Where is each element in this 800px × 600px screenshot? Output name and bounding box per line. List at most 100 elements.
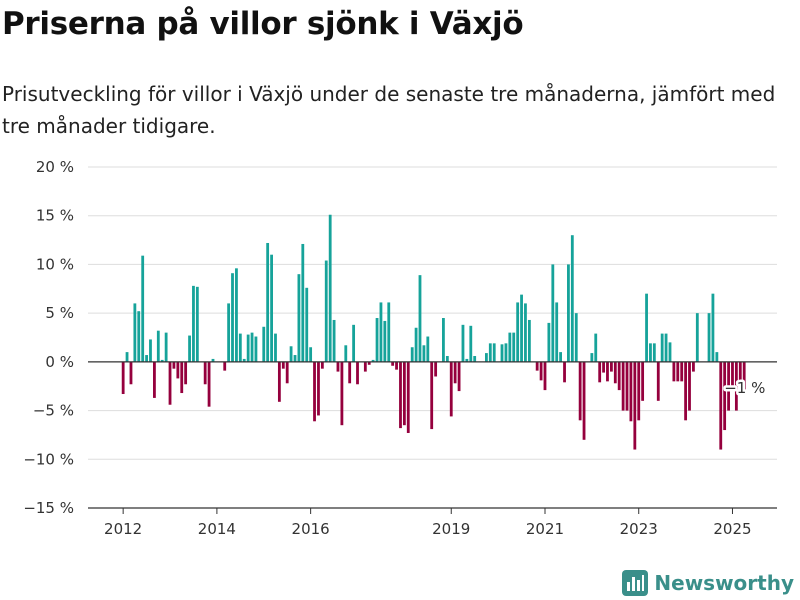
bar <box>340 361 344 426</box>
bar <box>297 274 301 362</box>
bar <box>180 361 184 394</box>
bar <box>606 361 609 382</box>
bar <box>453 361 457 384</box>
bar <box>266 242 270 362</box>
bar <box>582 361 586 440</box>
bar <box>547 322 551 362</box>
bar <box>535 361 539 371</box>
bar <box>160 359 164 362</box>
bar <box>399 361 402 429</box>
x-tick-label: 2025 <box>713 520 751 538</box>
bar <box>348 361 352 384</box>
bar <box>305 287 309 362</box>
y-tick-label: 0 % <box>45 353 74 371</box>
bar <box>590 353 594 362</box>
bar <box>742 361 746 392</box>
bar <box>356 361 359 385</box>
bar <box>285 361 289 384</box>
bar <box>594 333 598 362</box>
bar <box>680 361 684 382</box>
bar <box>195 286 199 362</box>
bar <box>637 361 641 421</box>
bar <box>387 302 391 362</box>
bars <box>121 214 746 450</box>
bar <box>621 361 625 411</box>
bar <box>352 324 356 362</box>
x-axis: 2012 2014 2016 2019 2021 2023 2025 <box>88 507 777 538</box>
bar <box>129 361 133 385</box>
bar <box>508 332 512 362</box>
bar <box>567 264 570 362</box>
x-tick-label: 2014 <box>198 520 236 538</box>
bar <box>707 313 711 362</box>
bar <box>317 361 320 416</box>
y-tick-label: 5 % <box>45 304 74 322</box>
bar <box>250 332 254 362</box>
bar <box>652 343 656 362</box>
bar <box>375 318 379 362</box>
bar <box>574 313 578 362</box>
last-value-annotation: −1 % <box>722 377 768 400</box>
bar <box>469 325 473 362</box>
bar <box>262 326 266 362</box>
bar <box>121 361 125 395</box>
bar <box>418 275 422 362</box>
bar <box>692 361 695 372</box>
bar <box>254 336 258 362</box>
bar <box>719 361 723 450</box>
bar <box>723 361 727 431</box>
bar <box>520 294 523 362</box>
bar <box>664 333 668 362</box>
bar <box>516 302 520 362</box>
chart-subtitle: Prisutveckling för villor i Växjö under … <box>2 82 776 138</box>
bar <box>727 361 730 411</box>
brand-name: Newsworthy <box>654 571 794 595</box>
y-tick-label: 10 % <box>36 255 74 273</box>
bar <box>301 243 305 362</box>
bar <box>461 324 465 362</box>
bar <box>613 361 617 384</box>
bar <box>414 327 418 362</box>
bar <box>363 361 367 372</box>
y-tick-label: 15 % <box>36 207 74 225</box>
bar <box>293 355 297 362</box>
bar <box>512 332 516 362</box>
bar <box>563 361 566 383</box>
bar <box>289 346 293 362</box>
y-tick-label: −15 % <box>23 499 74 517</box>
bar <box>734 361 738 411</box>
gridlines <box>88 166 777 509</box>
bar <box>676 361 680 382</box>
last-value-label: −1 % <box>724 379 765 397</box>
bar <box>641 361 645 401</box>
bar <box>524 303 527 362</box>
bar <box>711 293 715 362</box>
bar <box>402 361 406 426</box>
bar <box>738 361 742 392</box>
bar <box>277 361 281 402</box>
bar <box>457 361 461 392</box>
bar <box>133 303 137 362</box>
bar <box>668 342 672 362</box>
bar <box>344 345 348 362</box>
bar <box>231 273 234 362</box>
bar <box>383 320 387 362</box>
bar <box>336 361 340 372</box>
x-tick-label: 2023 <box>620 520 658 538</box>
bar <box>430 361 434 430</box>
bar <box>238 333 242 362</box>
bar <box>645 293 648 362</box>
bar <box>473 356 477 362</box>
bar <box>192 285 195 362</box>
bar <box>406 361 410 433</box>
bar <box>598 361 602 383</box>
bar <box>610 361 613 372</box>
newsworthy-logo: Newsworthy <box>622 570 794 596</box>
bar <box>309 347 313 362</box>
x-tick-label: 2012 <box>104 520 142 538</box>
y-tick-label: −10 % <box>23 450 74 468</box>
bar <box>156 330 160 362</box>
bar <box>539 361 543 381</box>
bar <box>313 361 316 422</box>
